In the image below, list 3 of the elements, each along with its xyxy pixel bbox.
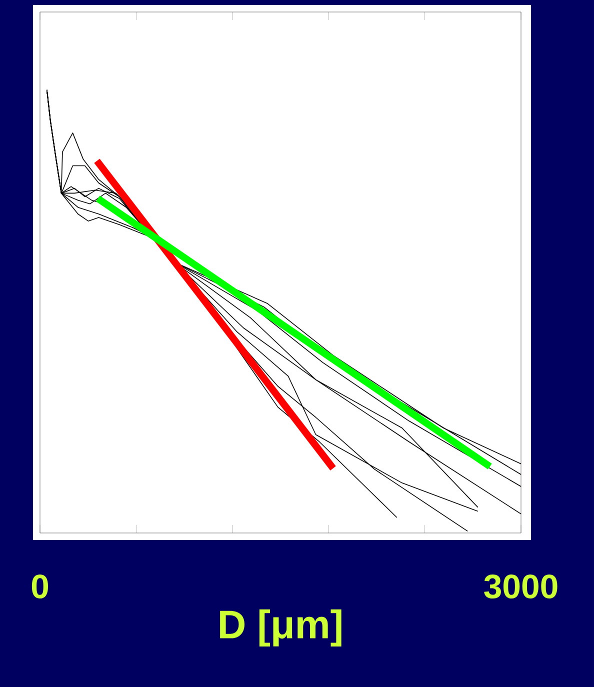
x-axis-title: D [μm]: [220, 609, 342, 647]
x-tick-label: 3000: [484, 574, 558, 599]
x-tick-label: 0: [32, 574, 48, 598]
